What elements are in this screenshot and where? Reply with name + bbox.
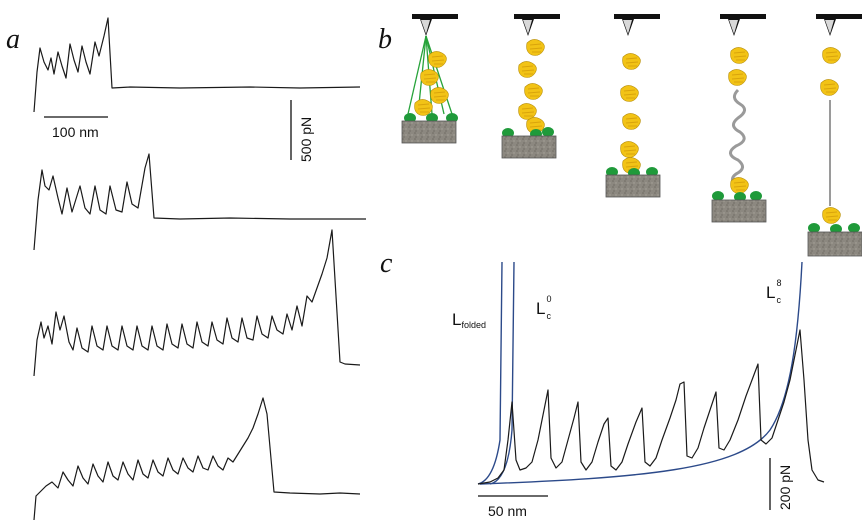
schematic-multiple-tethers — [401, 14, 458, 144]
protein-domain-icon — [524, 82, 544, 101]
substrate-icon — [711, 199, 767, 223]
curve-label-folded: Lfolded — [452, 310, 486, 330]
protein-domain-icon — [730, 176, 750, 195]
curve-label-folded-main: L — [452, 310, 461, 329]
protein-domain-icon — [622, 112, 642, 131]
afm-cantilever-icon — [412, 14, 458, 36]
protein-domain-icon — [728, 68, 748, 87]
protein-domain-icon — [518, 60, 538, 79]
afm-cantilever-icon — [514, 14, 560, 36]
substrate-icon — [807, 231, 862, 257]
scale-label-a-y: 500 pN — [298, 117, 314, 162]
afm-cantilever-icon — [614, 14, 660, 36]
schematic-fully-unfolded — [807, 14, 862, 257]
protein-domain-icon — [620, 84, 640, 103]
protein-domain-icon — [822, 206, 842, 225]
protein-domain-icon — [730, 46, 750, 65]
substrate-icon — [605, 174, 661, 198]
protein-domain-icon — [822, 46, 842, 65]
protein-domain-icon — [526, 38, 546, 57]
force-trace-a1 — [33, 17, 361, 113]
curve-label-lc8: L8 c — [766, 278, 781, 305]
wlc-fit-lc0 — [489, 261, 515, 485]
protein-domain-icon — [414, 98, 434, 117]
protein-domain-icon — [518, 102, 538, 121]
panel-b: b — [378, 14, 862, 257]
force-trace-a3 — [33, 229, 361, 377]
curve-label-folded-sub: folded — [461, 320, 486, 330]
curve-label-lc0-sup: 0 — [546, 294, 551, 304]
scale-label-a-x: 100 nm — [52, 124, 99, 140]
curve-label-lc8-sup: 8 — [776, 278, 781, 288]
panel-c: c Lfolded L0 c L8 c 50 nm 200 pN — [380, 248, 825, 519]
schematic-extended-chain — [605, 14, 661, 198]
afm-cantilever-icon — [816, 14, 862, 36]
unfolded-chain — [729, 88, 746, 188]
panel-a: a 100 nm 500 pN — [6, 17, 366, 520]
force-trace-c — [477, 329, 825, 485]
curve-label-lc8-sub: c — [776, 295, 781, 305]
protein-domain-icon — [620, 140, 640, 159]
anchor-beads — [808, 223, 860, 234]
scale-label-c-x: 50 nm — [488, 503, 527, 519]
scale-label-c-y: 200 pN — [777, 465, 793, 510]
schematic-partially-unfolded — [711, 14, 767, 223]
wlc-fit-folded — [477, 261, 503, 485]
curve-label-lc0-main: L — [536, 299, 545, 318]
force-trace-a4 — [33, 397, 361, 520]
protein-domain-icon — [428, 50, 448, 69]
protein-domain-icon — [420, 68, 440, 87]
curve-label-lc8-main: L — [766, 283, 775, 302]
panel-a-letter: a — [6, 24, 20, 55]
protein-domain-icon — [430, 86, 450, 105]
anchor-beads — [404, 113, 458, 123]
substrate-icon — [401, 120, 457, 144]
schematic-stacked-domains — [501, 14, 560, 159]
force-trace-a2 — [33, 153, 366, 251]
afm-cantilever-icon — [720, 14, 766, 36]
substrate-icon — [501, 135, 557, 159]
panel-b-letter: b — [378, 24, 392, 55]
curve-label-lc0: L0 c — [536, 294, 551, 321]
protein-domain-icon — [820, 78, 840, 97]
anchor-beads — [712, 191, 762, 202]
panel-c-letter: c — [380, 248, 393, 279]
protein-domain-icon — [622, 52, 642, 71]
wlc-fit-lc8 — [479, 261, 803, 485]
curve-label-lc0-sub: c — [546, 311, 551, 321]
